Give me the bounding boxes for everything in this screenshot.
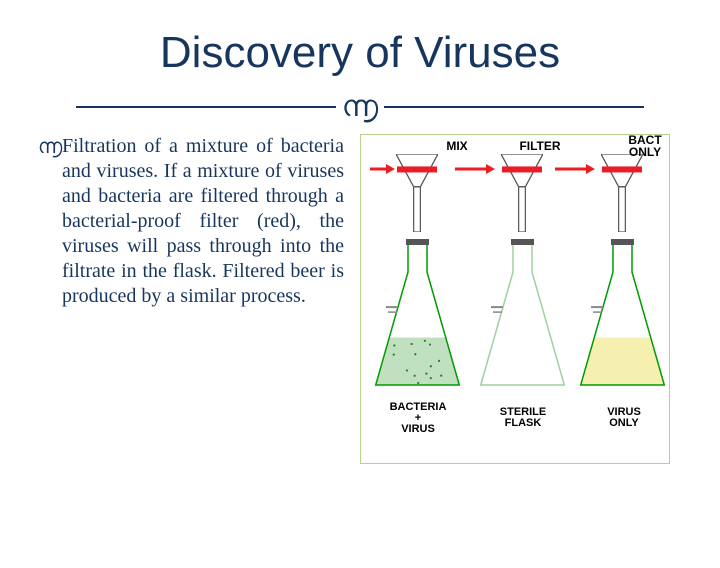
filtration-diagram: MIX FILTER BACT ONLY BACTERIA + VIRUS STERIL… <box>360 134 680 474</box>
bullet-glyph: ൬ <box>38 136 62 159</box>
flask-sterile <box>475 239 570 389</box>
title-ornament: ൬ <box>0 90 720 124</box>
label-bact-only: BACT ONLY <box>615 134 675 158</box>
label-bacteria-virus: BACTERIA + VIRUS <box>378 402 458 435</box>
funnel-virus <box>601 154 643 237</box>
body-paragraph: Filtration of a mixture of bacteria and … <box>40 134 344 309</box>
label-filter: FILTER <box>510 140 570 152</box>
arrow-to-mix <box>368 161 407 177</box>
page-title: Discovery of Viruses <box>0 28 720 78</box>
label-mix: MIX <box>437 140 477 152</box>
swirl-glyph: ൬ <box>336 90 384 124</box>
flask-mix <box>370 239 465 389</box>
arrow-to-filter <box>453 161 507 177</box>
content-row: ൬ Filtration of a mixture of bacteria an… <box>0 134 720 474</box>
funnel-sterile <box>501 154 543 237</box>
rule-right <box>384 106 644 108</box>
label-sterile-flask: STERILE FLASK <box>488 407 558 429</box>
flask-virus <box>575 239 670 389</box>
arrow-to-bact <box>553 161 607 177</box>
rule-left <box>76 106 336 108</box>
text-column: ൬ Filtration of a mixture of bacteria an… <box>40 134 360 474</box>
label-virus-only: VIRUS ONLY <box>594 407 654 429</box>
